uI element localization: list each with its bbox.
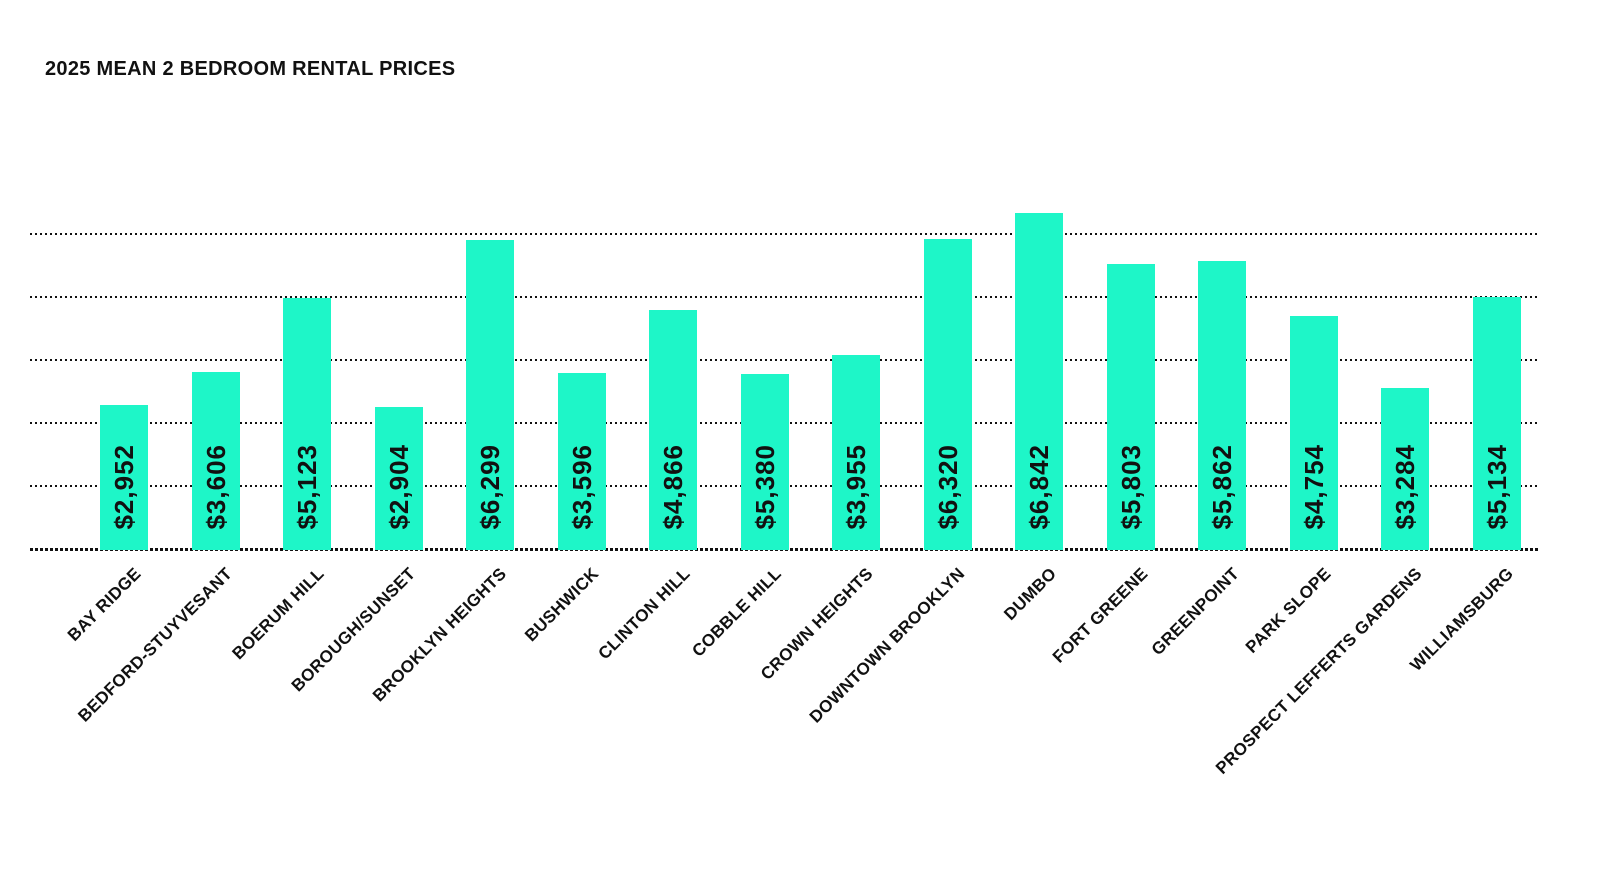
bar: $2,904 (374, 407, 423, 550)
bar-value-label: $2,952 (109, 444, 139, 530)
bar: $4,866 (649, 310, 698, 550)
x-axis-label: PARK SLOPE (1241, 564, 1335, 657)
x-axis-label: FORT GREENE (1048, 564, 1152, 667)
bar-value-label: $5,380 (749, 444, 780, 530)
bar: $5,803 (1106, 264, 1155, 550)
x-axis-labels: BAY RIDGE BEDFORD-STUYVESANT BOERUM HILL BO… (30, 550, 1540, 893)
bar: $3,955 (832, 355, 881, 550)
bar-value-label: $3,955 (841, 444, 872, 530)
bar: $3,284 (1381, 388, 1430, 550)
bar-value-label: $4,866 (658, 444, 689, 530)
bar-value-label: $6,842 (1024, 444, 1055, 530)
x-axis-label: BAY RIDGE (63, 564, 145, 645)
x-axis-label: BUSHWICK (520, 564, 603, 646)
bar: $3,596 (557, 373, 606, 550)
bar: $5,862 (1198, 261, 1247, 550)
bar: $2,952 (100, 405, 148, 550)
bar: $6,842 (1015, 213, 1064, 550)
bar-value-label: $4,754 (1298, 444, 1329, 530)
bar-value-label: $5,803 (1115, 444, 1146, 530)
bar-value-label: $6,299 (475, 444, 506, 530)
bar: $5,380 (740, 374, 789, 550)
plot-area: $2,952 $3,606 $5,123 $2,904 $6,299 $3,596 $4,8… (30, 190, 1540, 551)
gridline (30, 233, 1540, 235)
x-axis-label: DUMBO (999, 564, 1060, 624)
x-axis-label: GREENPOINT (1147, 564, 1243, 660)
bar-value-label: $2,904 (383, 444, 414, 530)
bar-value-label: $5,862 (1207, 444, 1238, 530)
bar: $6,320 (923, 239, 972, 550)
bar-value-label: $3,284 (1390, 444, 1421, 530)
bar: $4,754 (1289, 316, 1338, 550)
x-axis-label: BEDFORD-STUYVESANT (74, 564, 236, 726)
gridline (30, 296, 1540, 298)
chart-title: 2025 MEAN 2 BEDROOM RENTAL PRICES (45, 58, 456, 80)
bar: $5,123 (283, 298, 332, 550)
bar-value-label: $5,123 (292, 444, 323, 530)
bar-value-label: $6,320 (932, 444, 963, 530)
x-axis-label: BOERUM HILL (228, 564, 328, 664)
gridline (30, 359, 1540, 361)
bar: $5,134 (1472, 297, 1521, 550)
bar-value-label: $3,596 (566, 444, 597, 530)
x-axis-label: PROSPECT LEFFERTS GARDENS (1212, 564, 1426, 778)
bar: $6,299 (466, 240, 515, 550)
x-axis-label: CLINTON HILL (594, 564, 694, 664)
x-axis-label: DOWNTOWN BROOKLYN (805, 564, 969, 727)
x-axis-label: COBBLE HILL (688, 564, 786, 661)
bar-value-label: $3,606 (200, 444, 231, 530)
bar: $3,606 (191, 372, 240, 550)
bar-value-label: $5,134 (1481, 444, 1512, 530)
